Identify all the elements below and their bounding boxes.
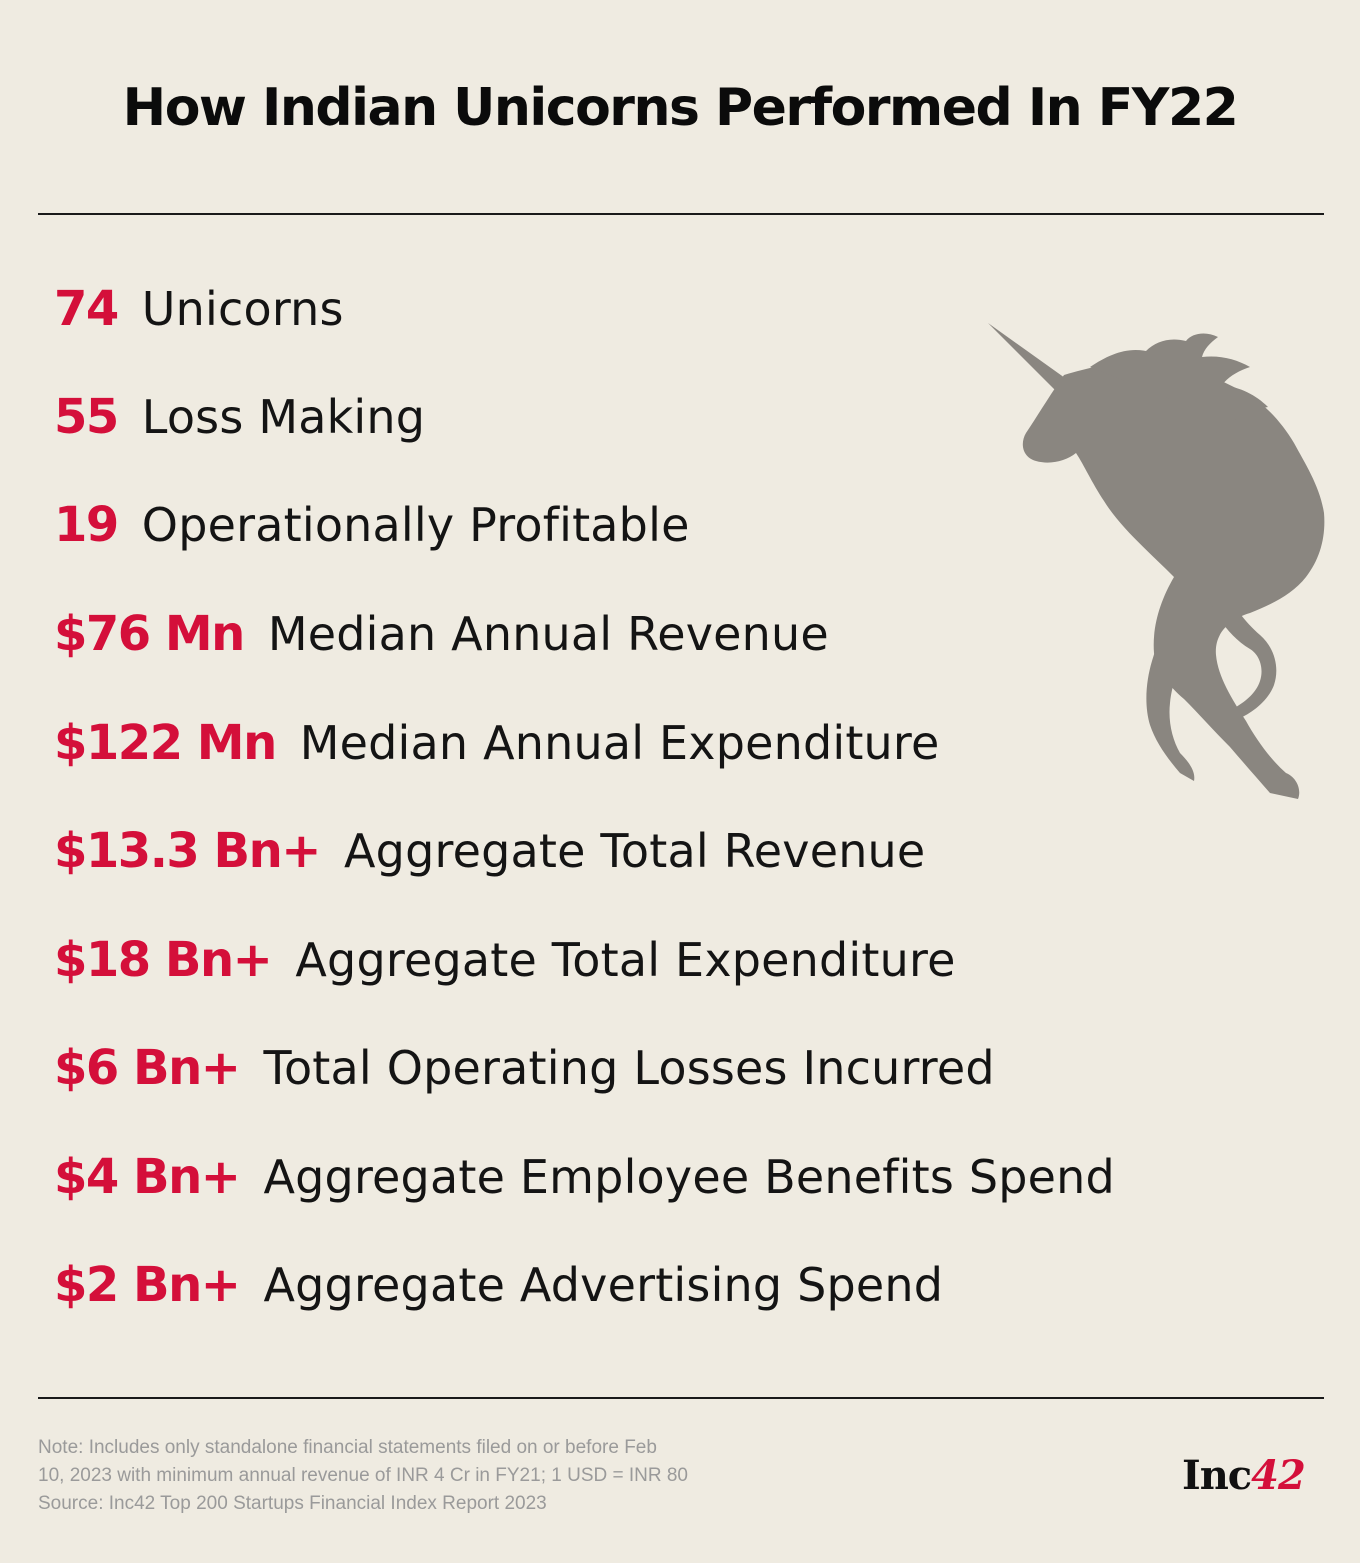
footnote: Note: Includes only standalone financial… xyxy=(38,1434,838,1518)
stat-value: 55 xyxy=(54,389,119,445)
stat-label: Loss Making xyxy=(141,390,426,444)
page-title: How Indian Unicorns Performed In FY22 xyxy=(122,78,1239,138)
unicorn-front-leg xyxy=(1146,577,1212,781)
stat-value: 19 xyxy=(54,497,119,553)
stat-label: Aggregate Total Revenue xyxy=(344,824,926,878)
stat-value: $76 Mn xyxy=(54,606,245,662)
logo-suffix: 42 xyxy=(1251,1452,1306,1499)
stat-label: Operationally Profitable xyxy=(141,498,690,552)
stat-row-advertising-spend: $2 Bn+ Aggregate Advertising Spend xyxy=(54,1250,943,1320)
stat-row-aggregate-revenue: $13.3 Bn+ Aggregate Total Revenue xyxy=(54,816,925,886)
inc42-logo: Inc42 xyxy=(1182,1452,1306,1499)
stat-row-loss-making: 55 Loss Making xyxy=(54,382,425,452)
stat-value: $2 Bn+ xyxy=(54,1257,241,1313)
footnote-note-line: Note: Includes only standalone financial… xyxy=(38,1437,657,1458)
logo-prefix: Inc xyxy=(1182,1452,1252,1499)
stat-value: 74 xyxy=(54,281,119,337)
stat-label: Aggregate Total Expenditure xyxy=(295,933,956,987)
unicorn-horn xyxy=(988,323,1072,397)
footnote-source-line: Source: Inc42 Top 200 Startups Financial… xyxy=(38,1493,547,1514)
unicorn-illustration xyxy=(988,323,1325,799)
stat-label: Unicorns xyxy=(141,282,344,336)
stat-value: $6 Bn+ xyxy=(54,1040,241,1096)
bottom-divider xyxy=(38,1397,1324,1399)
stat-label: Aggregate Employee Benefits Spend xyxy=(263,1150,1115,1204)
stat-row-employee-benefits: $4 Bn+ Aggregate Employee Benefits Spend xyxy=(54,1142,1115,1212)
stat-label: Total Operating Losses Incurred xyxy=(263,1041,995,1095)
unicorn-front-leg xyxy=(1206,587,1277,719)
stat-label: Median Annual Expenditure xyxy=(299,716,940,770)
stat-value: $4 Bn+ xyxy=(54,1149,241,1205)
stat-row-median-revenue: $76 Mn Median Annual Revenue xyxy=(54,599,829,669)
top-divider xyxy=(38,213,1324,215)
stat-row-operationally-profitable: 19 Operationally Profitable xyxy=(54,490,690,560)
stat-value: $18 Bn+ xyxy=(54,932,273,988)
unicorn-body xyxy=(1022,359,1325,799)
unicorn-mane xyxy=(1090,333,1270,453)
stat-label: Aggregate Advertising Spend xyxy=(263,1258,944,1312)
stat-label: Median Annual Revenue xyxy=(267,607,829,661)
stat-row-median-expenditure: $122 Mn Median Annual Expenditure xyxy=(54,708,940,778)
stat-row-unicorns: 74 Unicorns xyxy=(54,274,344,344)
stat-value: $13.3 Bn+ xyxy=(54,823,322,879)
footnote-note-line: 10, 2023 with minimum annual revenue of … xyxy=(38,1465,688,1486)
stat-row-aggregate-expenditure: $18 Bn+ Aggregate Total Expenditure xyxy=(54,925,956,995)
stat-row-operating-losses: $6 Bn+ Total Operating Losses Incurred xyxy=(54,1033,995,1103)
stat-value: $122 Mn xyxy=(54,715,277,771)
